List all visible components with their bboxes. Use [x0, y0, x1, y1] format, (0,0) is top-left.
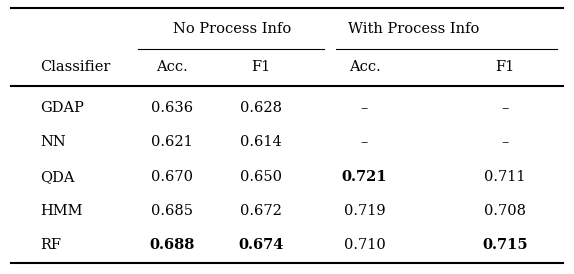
Text: –: – [502, 101, 509, 115]
Text: Classifier: Classifier [40, 60, 111, 74]
Text: 0.614: 0.614 [241, 135, 282, 150]
Text: NN: NN [40, 135, 66, 150]
Text: F1: F1 [495, 60, 515, 74]
Text: –: – [502, 135, 509, 150]
Text: –: – [361, 135, 368, 150]
Text: GDAP: GDAP [40, 101, 84, 115]
Text: –: – [361, 101, 368, 115]
Text: Acc.: Acc. [156, 60, 188, 74]
Text: 0.721: 0.721 [342, 170, 387, 184]
Text: 0.688: 0.688 [149, 238, 195, 252]
Text: With Process Info: With Process Info [348, 22, 479, 36]
Text: 0.674: 0.674 [238, 238, 284, 252]
Text: 0.650: 0.650 [240, 170, 282, 184]
Text: 0.636: 0.636 [151, 101, 193, 115]
Text: Acc.: Acc. [348, 60, 381, 74]
Text: RF: RF [40, 238, 61, 252]
Text: 0.621: 0.621 [152, 135, 193, 150]
Text: F1: F1 [251, 60, 271, 74]
Text: No Process Info: No Process Info [173, 22, 292, 36]
Text: 0.710: 0.710 [344, 238, 385, 252]
Text: 0.672: 0.672 [241, 204, 282, 218]
Text: 0.628: 0.628 [240, 101, 282, 115]
Text: 0.708: 0.708 [484, 204, 526, 218]
Text: 0.711: 0.711 [484, 170, 526, 184]
Text: 0.685: 0.685 [151, 204, 193, 218]
Text: 0.715: 0.715 [482, 238, 528, 252]
Text: QDA: QDA [40, 170, 75, 184]
Text: 0.719: 0.719 [344, 204, 385, 218]
Text: 0.670: 0.670 [151, 170, 193, 184]
Text: HMM: HMM [40, 204, 83, 218]
